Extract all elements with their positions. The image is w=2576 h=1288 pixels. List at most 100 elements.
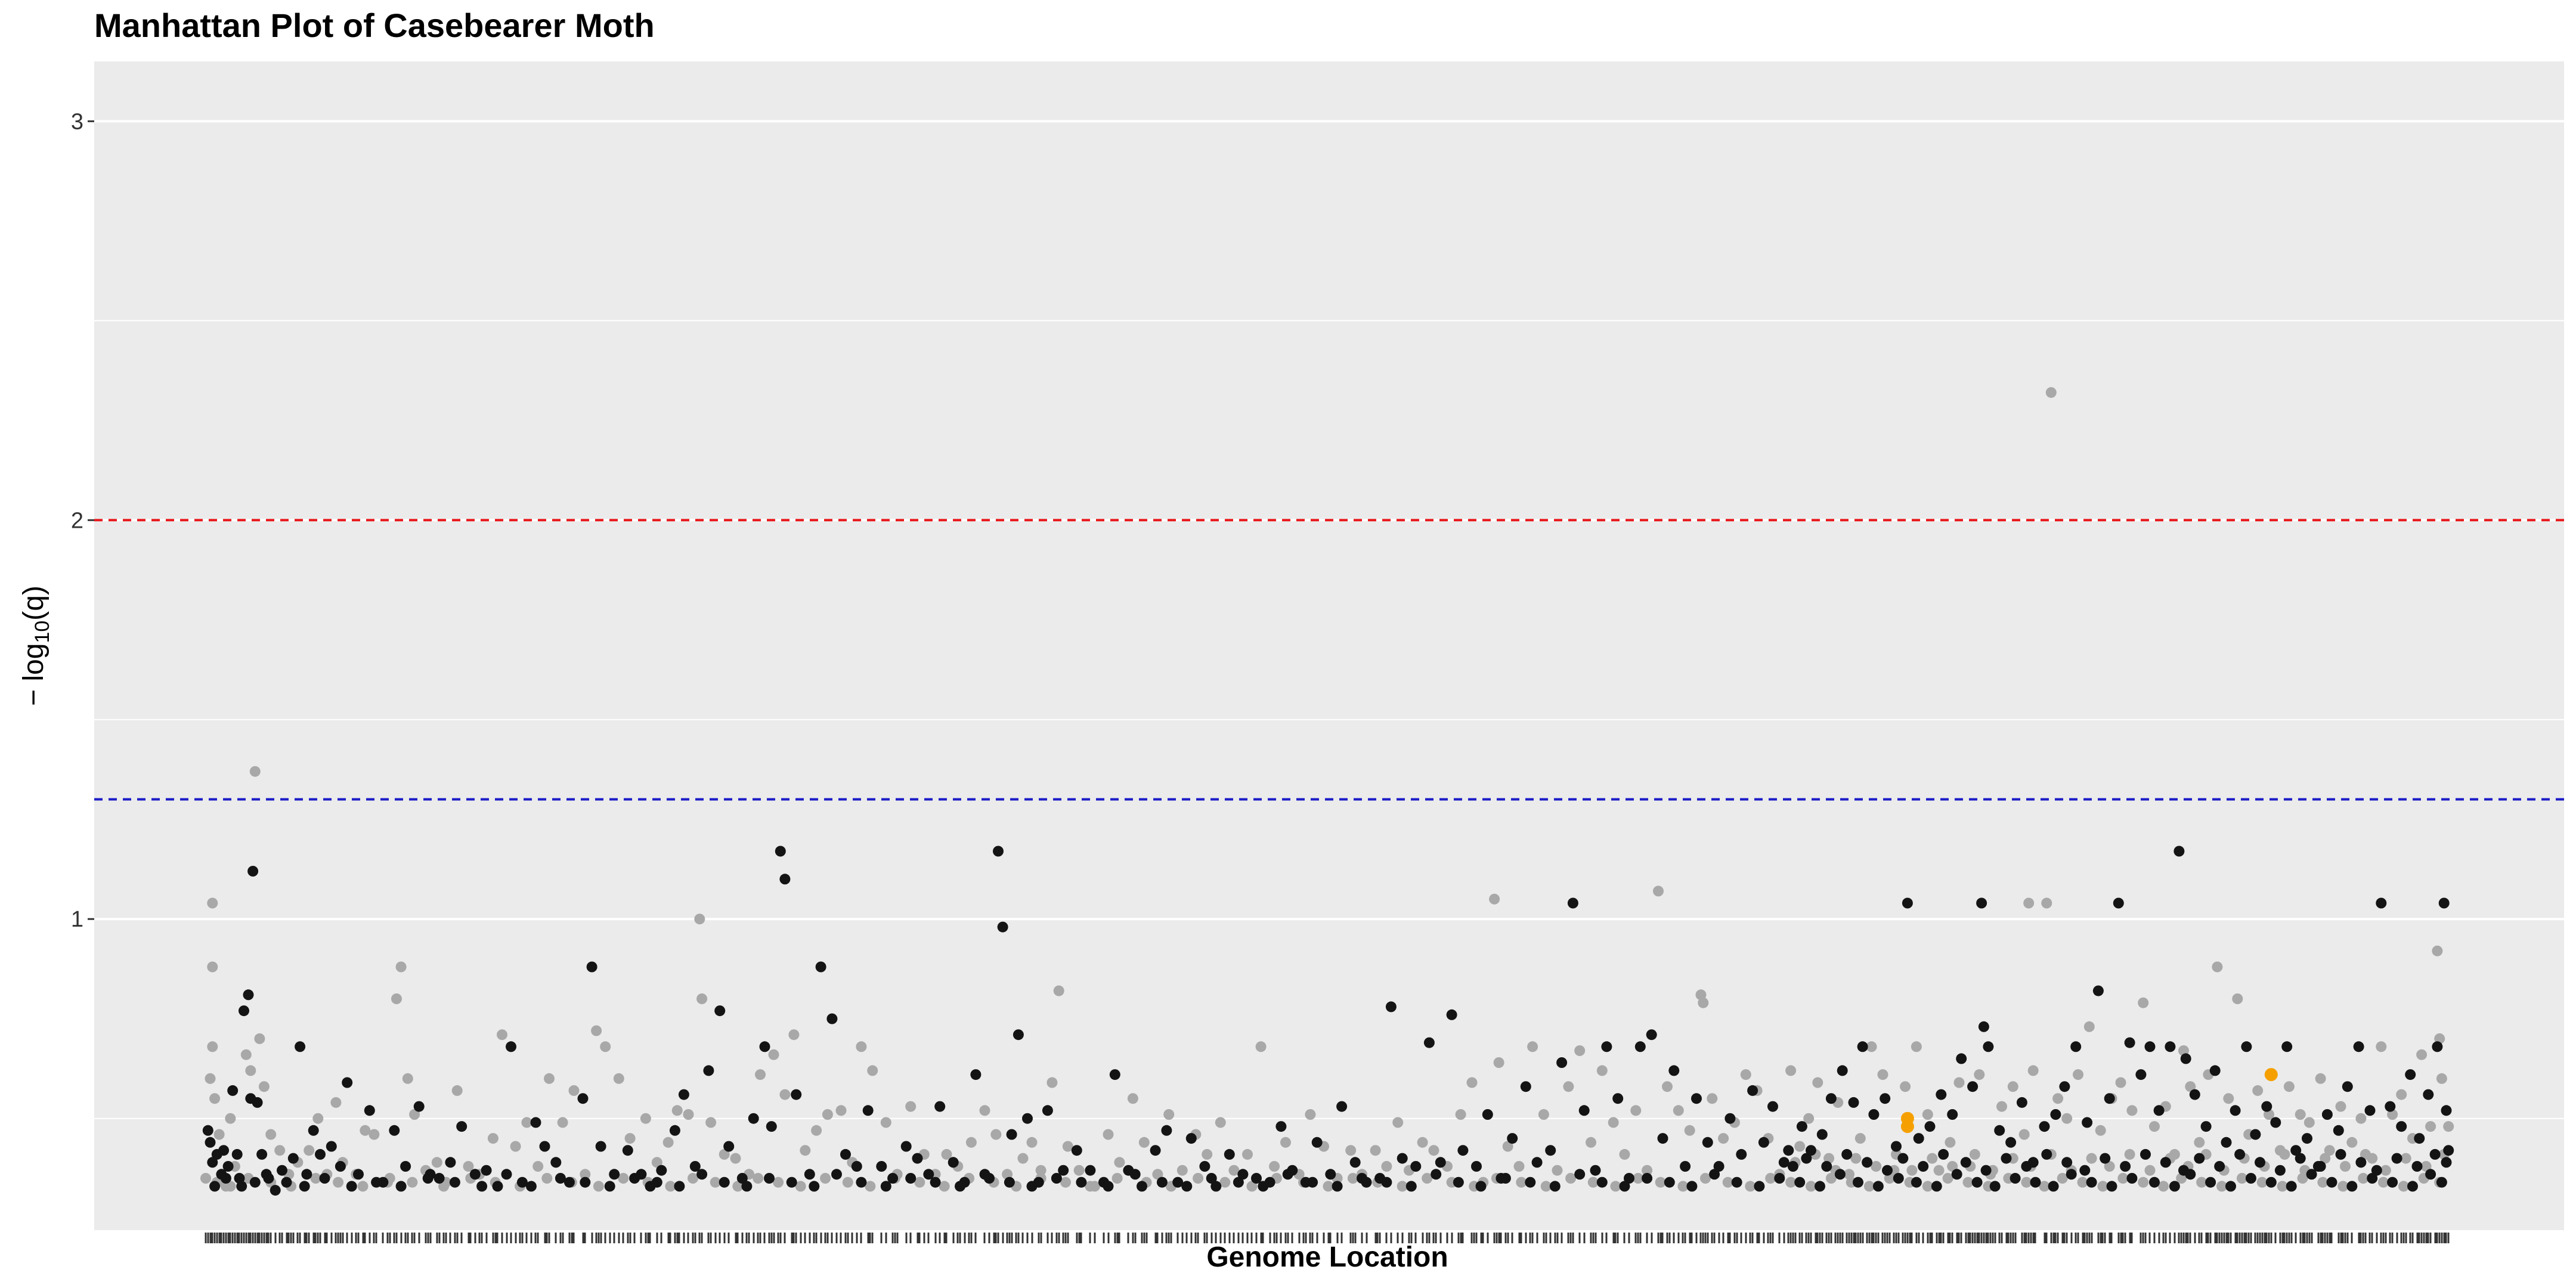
data-point-grey (1586, 1137, 1596, 1148)
data-point-grey (1255, 1041, 1267, 1052)
data-point-black (1976, 897, 1987, 909)
data-point-black (2302, 1133, 2312, 1144)
data-point-black (2436, 1176, 2447, 1188)
data-point-black (2270, 1117, 2281, 1128)
data-point-black (2160, 1157, 2171, 1168)
data-point-black (2010, 1173, 2021, 1184)
data-point-black (2169, 1181, 2180, 1192)
data-point-black (2061, 1157, 2073, 1168)
data-point-grey (240, 1049, 252, 1060)
data-point-grey (905, 1101, 917, 1112)
data-point-black (1868, 1109, 1880, 1120)
data-point-grey (2400, 1153, 2411, 1164)
data-point-grey (2232, 993, 2243, 1004)
data-point-grey (2277, 1181, 2288, 1192)
data-point-black (1787, 1161, 1798, 1172)
data-point-grey (580, 1169, 591, 1180)
data-point-black (281, 1176, 292, 1188)
data-point-black (389, 1125, 400, 1136)
data-point-black (2342, 1081, 2353, 1092)
data-point-black (2230, 1105, 2241, 1116)
data-point-black (1567, 897, 1578, 909)
data-point-black (1601, 1041, 1612, 1052)
data-point-grey (1596, 1065, 1608, 1076)
data-point-grey (2303, 1117, 2315, 1128)
data-point-grey (2212, 961, 2223, 973)
data-point-grey (1114, 1157, 1125, 1168)
data-point-grey (1538, 1109, 1549, 1120)
data-point-grey (2052, 1093, 2064, 1104)
data-point-grey (768, 1049, 779, 1060)
data-point-black (395, 1181, 407, 1192)
data-point-grey (1945, 1137, 1956, 1148)
threshold-lines (94, 519, 2564, 801)
data-point-black (2189, 1089, 2200, 1100)
data-point-grey (1280, 1137, 1291, 1148)
data-point-grey (2295, 1109, 2306, 1120)
data-point-grey (640, 1113, 651, 1124)
data-point-black (1778, 1157, 1789, 1168)
data-point-black (887, 1173, 899, 1184)
data-point-black (764, 1173, 775, 1184)
data-point-grey (2045, 387, 2057, 398)
data-point-grey (1794, 1141, 1806, 1152)
data-point-grey (1698, 997, 1709, 1008)
data-point-grey (665, 1181, 676, 1192)
data-point-black (287, 1153, 299, 1164)
data-point-grey (914, 1176, 925, 1188)
data-point-black (2376, 897, 2387, 909)
data-point-grey (310, 1173, 321, 1184)
data-point-black (2059, 1081, 2070, 1092)
data-point-black (1258, 1181, 1269, 1192)
data-point-grey (1854, 1133, 1866, 1144)
data-point-black (2092, 985, 2104, 996)
data-point-grey (1974, 1069, 1985, 1080)
data-point-grey (600, 1041, 611, 1052)
data-point-black (1185, 1133, 1197, 1144)
plot-panel (94, 61, 2564, 1230)
data-point-black (948, 1157, 959, 1168)
data-point-grey (1619, 1148, 1630, 1160)
data-point-black (2353, 1041, 2364, 1052)
data-point-grey (1866, 1041, 1877, 1052)
data-point-grey (624, 1133, 636, 1144)
data-point-grey (207, 1041, 218, 1052)
y-tick-label: 3 (71, 109, 83, 134)
data-point-black (1911, 1176, 1922, 1188)
data-point-black (719, 1176, 730, 1188)
data-point-black (530, 1117, 541, 1128)
data-point-black (831, 1169, 842, 1180)
data-point-grey (1073, 1165, 1085, 1176)
data-point-grey (1193, 1173, 1204, 1184)
data-point-grey (811, 1125, 822, 1136)
data-point-black (759, 1041, 770, 1052)
data-point-black (1731, 1176, 1742, 1188)
data-point-black (2082, 1117, 2093, 1128)
data-point-grey (1417, 1137, 1428, 1148)
data-point-black (2396, 1121, 2407, 1132)
data-point-grey (1707, 1093, 1718, 1104)
data-point-grey (2358, 1173, 2369, 1184)
data-point-grey (544, 1073, 555, 1084)
data-point-black (555, 1173, 566, 1184)
data-point-black (2371, 1165, 2382, 1176)
data-point-grey (2039, 1181, 2050, 1192)
data-point-black (1834, 1169, 1846, 1180)
data-point-grey (865, 1181, 876, 1192)
data-point-black (2364, 1105, 2376, 1116)
data-point-black (1857, 1041, 1868, 1052)
data-point-grey (732, 1181, 744, 1192)
data-point-black (1349, 1157, 1361, 1168)
data-point-grey (541, 1173, 553, 1184)
data-point-black (1624, 1173, 1634, 1184)
data-point-black (1967, 1081, 1979, 1092)
data-point-grey (209, 1093, 221, 1104)
data-point-black (1410, 1161, 1422, 1172)
data-point-grey (1673, 1105, 1684, 1116)
data-point-black (1971, 1176, 1983, 1188)
data-point-black (2039, 1121, 2050, 1132)
data-point-black (1918, 1161, 1929, 1172)
data-point-black (2079, 1165, 2091, 1176)
data-point-black (1385, 1001, 1397, 1013)
data-point-grey (2324, 1145, 2335, 1156)
